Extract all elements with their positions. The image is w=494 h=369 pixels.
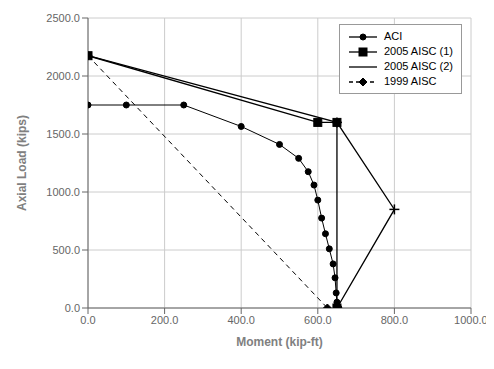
html-text:2005 AISC (2): 2005 AISC (2) [383, 60, 453, 72]
svg-text:2000.0: 2000.0 [46, 70, 80, 82]
svg-text:500.0: 500.0 [52, 244, 80, 256]
html-text:2005 AISC (1): 2005 AISC (1) [383, 45, 453, 57]
html-text:1999 AISC: 1999 AISC [383, 75, 437, 87]
svg-text:200.0: 200.0 [151, 314, 179, 326]
svg-text:0.0: 0.0 [65, 302, 80, 314]
svg-text:0.0: 0.0 [80, 314, 95, 326]
svg-text:1000.0: 1000.0 [454, 314, 486, 326]
svg-text:400.0: 400.0 [227, 314, 255, 326]
svg-text:600.0: 600.0 [304, 314, 332, 326]
svg-text:1500.0: 1500.0 [46, 128, 80, 140]
svg-text:Axial Load (kips): Axial Load (kips) [15, 115, 29, 211]
svg-text:1000.0: 1000.0 [46, 186, 80, 198]
svg-text:Moment (kip-ft): Moment (kip-ft) [236, 335, 323, 349]
html-text:ACI: ACI [383, 30, 403, 42]
svg-text:800.0: 800.0 [381, 314, 409, 326]
svg-text:2500.0: 2500.0 [46, 12, 80, 24]
